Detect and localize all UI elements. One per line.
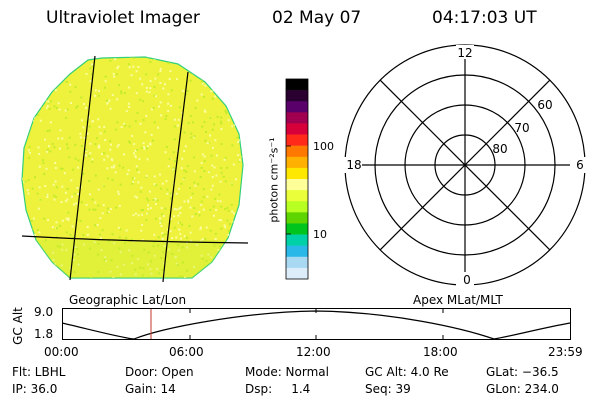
colorbar-band	[286, 267, 308, 280]
info-ip: IP: 36.0	[12, 382, 58, 396]
meridian-line-left	[69, 55, 96, 281]
colorbar-band	[286, 190, 308, 202]
colorbar-band	[286, 201, 308, 213]
xtick-0000: 00:00	[44, 345, 79, 359]
info-gc-alt: GC Alt: 4.0 Re	[365, 365, 449, 379]
info-gain: Gain: 14	[125, 382, 176, 396]
colorbar-band	[286, 245, 308, 258]
info-glon: GLon: 234.0	[486, 382, 559, 396]
altitude-ytick-1-8: 1.8	[34, 327, 54, 341]
info-door: Door: Open	[125, 365, 194, 379]
colorbar	[285, 78, 309, 280]
caption-apex: Apex MLat/MLT	[413, 293, 503, 307]
colorbar-band	[286, 79, 308, 91]
colorbar-band	[286, 212, 308, 224]
lat-label-80: 80	[492, 142, 507, 156]
polar-grid: 12 18 6 0 60 70 80	[342, 44, 590, 287]
xtick-1200: 12:00	[296, 345, 331, 359]
info-seq: Seq: 39	[365, 382, 411, 396]
colorbar-band	[286, 256, 308, 269]
colorbar-band	[286, 145, 308, 158]
lat-label-70: 70	[514, 121, 529, 135]
altitude-ytick-9: 9.0	[34, 305, 54, 319]
parallel-line	[21, 235, 249, 244]
altitude-plot	[62, 308, 571, 340]
lat-label-60: 60	[537, 98, 552, 112]
instrument-title: Ultraviolet Imager	[46, 8, 200, 28]
colorbar-unit-label: photon cm⁻²s⁻¹	[267, 137, 281, 223]
colorbar-band	[286, 123, 308, 135]
meridian-line-right	[162, 71, 189, 283]
mlt-label-18: 18	[346, 158, 361, 172]
colorbar-band	[286, 179, 308, 191]
colorbar-band	[286, 101, 308, 113]
xtick-2359: 23:59	[548, 345, 583, 359]
date-label: 02 May 07	[272, 8, 362, 28]
colorbar-band	[286, 223, 308, 235]
info-dsp: Dsp: 1.4	[245, 382, 311, 396]
info-mode: Mode: Normal	[245, 365, 329, 379]
caption-geographic: Geographic Lat/Lon	[69, 293, 187, 307]
colorbar-band	[286, 156, 308, 169]
time-label: 04:17:03 UT	[432, 8, 537, 28]
colorbar-tick-100: 100	[313, 140, 334, 153]
geographic-image	[21, 55, 249, 283]
info-filter: Flt: LBHL	[12, 365, 66, 379]
mlt-label-0: 0	[463, 273, 471, 287]
uv-disk	[21, 56, 244, 279]
xtick-0600: 06:00	[169, 345, 204, 359]
colorbar-band	[286, 112, 308, 124]
colorbar-band	[286, 134, 308, 146]
colorbar-band	[286, 234, 308, 246]
xtick-1800: 18:00	[423, 345, 458, 359]
colorbar-band	[286, 90, 308, 102]
mlt-label-12: 12	[457, 46, 472, 60]
mlt-label-6: 6	[576, 158, 584, 172]
colorbar-band	[286, 167, 308, 180]
info-glat: GLat: −36.5	[486, 365, 559, 379]
altitude-ylabel: GC Alt	[11, 307, 25, 345]
colorbar-tick-10: 10	[313, 228, 327, 241]
